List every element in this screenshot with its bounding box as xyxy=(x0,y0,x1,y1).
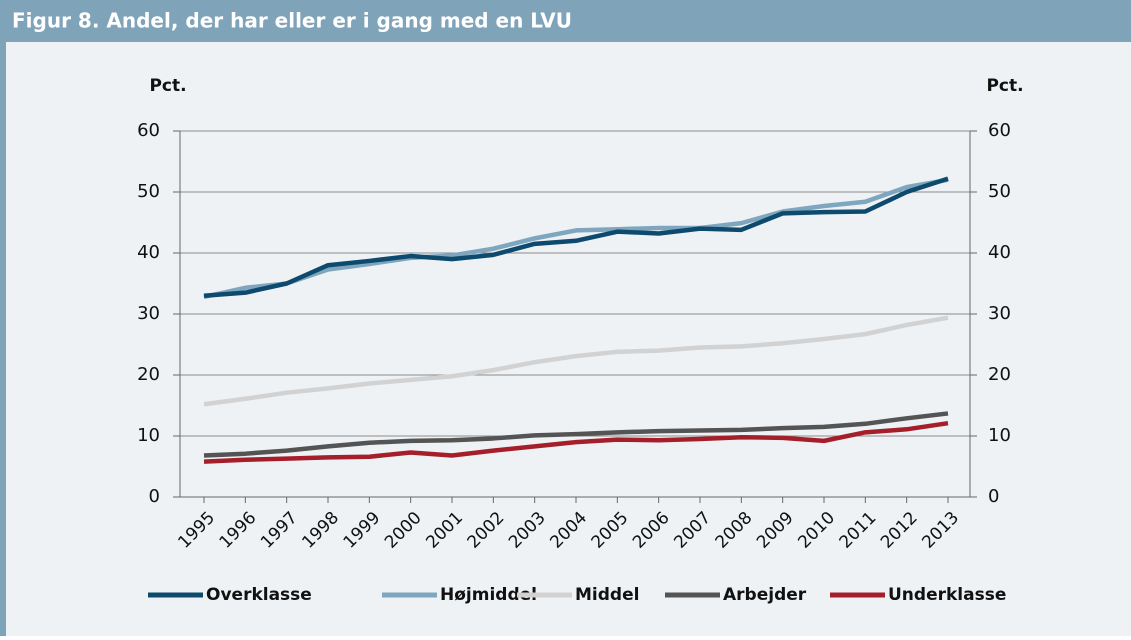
left-border xyxy=(0,42,6,636)
legend-label: Arbejder xyxy=(723,585,807,605)
series-line xyxy=(203,420,949,464)
y-tick-label: 0 xyxy=(149,486,160,507)
y2-tick-label: 0 xyxy=(988,486,999,507)
y-tick-label: 30 xyxy=(137,303,160,324)
legend-label: Middel xyxy=(575,585,639,605)
series-line xyxy=(203,176,949,298)
chart-title: Figur 8. Andel, der har eller er i gang … xyxy=(12,9,572,33)
legend-label: Højmiddel xyxy=(440,585,537,605)
series-line xyxy=(203,315,949,407)
y-axis-label: Pct. xyxy=(149,76,186,96)
y-tick-label: 60 xyxy=(137,120,160,141)
y2-tick-label: 60 xyxy=(988,120,1011,141)
y2-axis-label: Pct. xyxy=(986,76,1023,96)
header-bar xyxy=(0,0,1131,42)
y-tick-label: 50 xyxy=(137,181,160,202)
y2-tick-label: 30 xyxy=(988,303,1011,324)
series-line xyxy=(203,411,949,458)
legend-label: Underklasse xyxy=(888,585,1006,605)
y2-tick-label: 50 xyxy=(988,181,1011,202)
y-tick-label: 10 xyxy=(137,425,160,446)
y-tick-label: 20 xyxy=(137,364,160,385)
y2-tick-label: 10 xyxy=(988,425,1011,446)
legend-label: Overklasse xyxy=(206,585,312,605)
y-tick-label: 40 xyxy=(137,242,160,263)
y2-tick-label: 20 xyxy=(988,364,1011,385)
y2-tick-label: 40 xyxy=(988,242,1011,263)
series-line xyxy=(203,177,949,300)
